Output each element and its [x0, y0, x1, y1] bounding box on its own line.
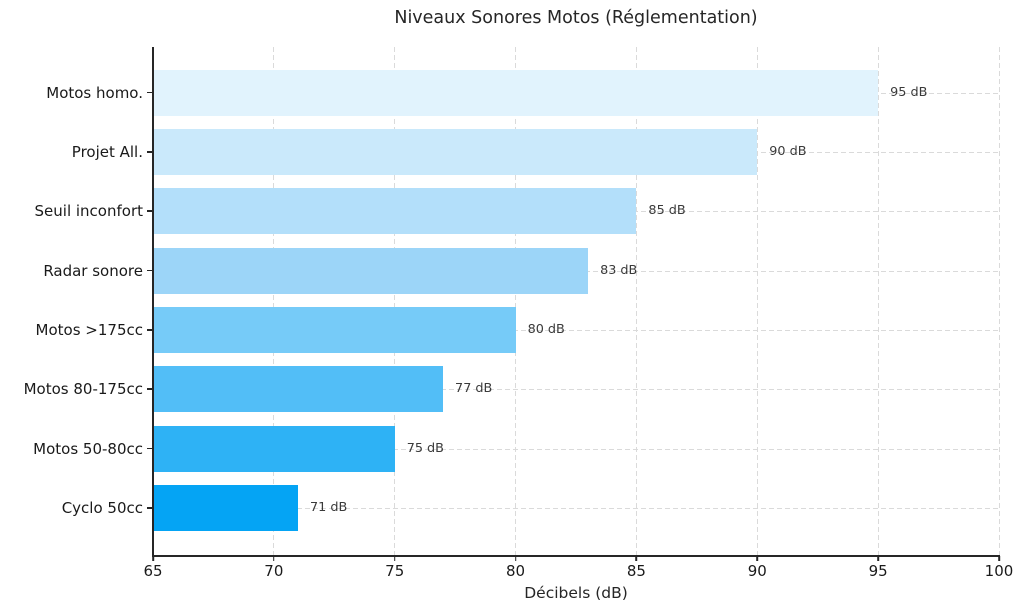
x-tick-label: 75 [385, 562, 405, 580]
x-tick-label: 80 [506, 562, 526, 580]
y-tick-label: Motos 50-80cc [33, 439, 143, 458]
gridline-vertical [635, 47, 637, 555]
gridline-vertical [394, 47, 396, 555]
y-tick-mark [147, 447, 152, 450]
bar-value-label: 75 dB [406, 440, 444, 456]
bar [153, 425, 395, 472]
y-tick-mark [147, 329, 152, 331]
bar [153, 128, 758, 175]
y-tick-label: Cyclo 50cc [61, 498, 143, 517]
y-tick-mark [147, 388, 152, 391]
y-tick-mark [147, 151, 152, 153]
bar-value-label: 95 dB [890, 84, 928, 100]
x-tick-label: 90 [747, 562, 767, 580]
x-axis-label: Décibels (dB) [524, 584, 628, 602]
x-tick-mark [635, 556, 638, 561]
bar [153, 188, 637, 235]
x-tick-mark [393, 556, 396, 561]
chart-title: Niveaux Sonores Motos (Réglementation) [394, 8, 758, 28]
bar-value-label: 80 dB [527, 321, 565, 337]
gridline-horizontal [153, 507, 999, 509]
bar [153, 484, 299, 531]
x-tick-mark [514, 556, 517, 561]
y-tick-label: Radar sonore [43, 261, 143, 280]
y-tick-label: Projet All. [71, 142, 143, 161]
y-tick-mark [147, 507, 152, 509]
y-tick-label: Motos >175cc [35, 320, 143, 339]
gridline-vertical [756, 47, 758, 555]
y-tick-mark [147, 210, 152, 212]
gridline-vertical [998, 47, 1000, 555]
y-tick-mark [147, 269, 152, 272]
x-tick-label: 70 [264, 562, 284, 580]
gridline-horizontal [153, 448, 999, 450]
x-tick-mark [756, 556, 759, 561]
gridline-vertical [273, 47, 275, 555]
y-tick-label: Motos homo. [46, 83, 143, 102]
y-tick-mark [147, 91, 152, 94]
bar-value-label: 77 dB [455, 381, 493, 397]
bar-value-label: 83 dB [600, 262, 638, 278]
bar [153, 69, 879, 116]
x-tick-label: 95 [868, 562, 888, 580]
x-tick-mark [152, 556, 154, 561]
x-tick-mark [998, 556, 1000, 561]
x-tick-mark [877, 556, 879, 561]
bar-value-label: 90 dB [769, 143, 807, 159]
bar [153, 306, 516, 353]
x-axis-spine [152, 555, 1000, 557]
y-tick-label: Seuil inconfort [34, 202, 143, 221]
y-axis-spine [152, 47, 154, 557]
bar [153, 247, 589, 294]
bar-value-label: 71 dB [310, 499, 348, 515]
bar-value-label: 85 dB [648, 203, 686, 219]
plot-area [153, 47, 1000, 555]
y-tick-label: Motos 80-175cc [23, 380, 143, 399]
gridline-vertical [515, 47, 517, 555]
x-tick-label: 85 [626, 562, 646, 580]
x-tick-label: 100 [984, 562, 1014, 580]
gridline-horizontal [153, 329, 999, 331]
x-tick-label: 65 [143, 562, 163, 580]
bar [153, 366, 444, 413]
gridline-vertical [877, 47, 879, 555]
gridline-horizontal [153, 389, 999, 391]
x-tick-mark [273, 556, 275, 561]
